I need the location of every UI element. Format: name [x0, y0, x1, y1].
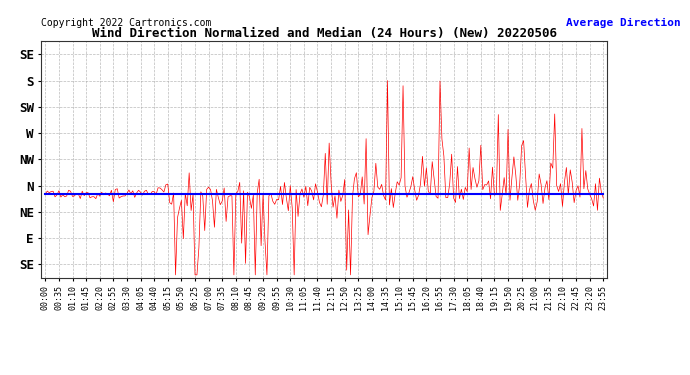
Text: Copyright 2022 Cartronics.com: Copyright 2022 Cartronics.com: [41, 18, 212, 28]
Text: Average Direction: Average Direction: [566, 18, 681, 28]
Title: Wind Direction Normalized and Median (24 Hours) (New) 20220506: Wind Direction Normalized and Median (24…: [92, 27, 557, 40]
